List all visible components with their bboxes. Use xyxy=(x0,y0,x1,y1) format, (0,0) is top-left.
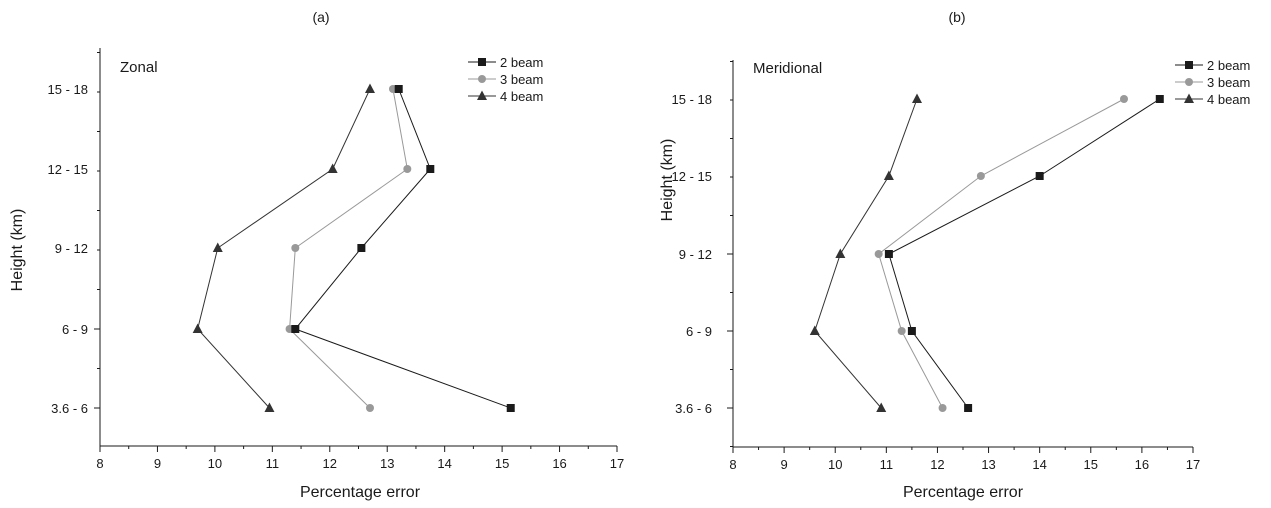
panel-a-legend-label-2-beam: 2 beam xyxy=(500,55,543,70)
panel-b-point-2-beam xyxy=(907,327,916,335)
panel-a-point-4-beam xyxy=(212,242,223,252)
panel-a-point-4-beam xyxy=(264,402,275,412)
panel-a-legend-label-4-beam: 4 beam xyxy=(500,89,543,104)
panel-a-y-axis-label: Height (km) xyxy=(9,209,26,292)
panel-a-point-3-beam xyxy=(291,244,300,252)
panel-a-point-2-beam xyxy=(394,85,403,93)
panel-b-x-tick-label: 8 xyxy=(729,457,736,472)
panel-b-legend-marker-2-beam xyxy=(1185,61,1193,69)
panel-a-point-3-beam xyxy=(403,165,412,173)
panel-b-y-tick-label: 15 - 18 xyxy=(672,92,712,107)
panel-a-x-tick-label: 14 xyxy=(437,456,451,471)
panel-a-y-tick-label: 12 - 15 xyxy=(48,162,88,177)
panel-a-x-tick-label: 11 xyxy=(266,456,280,471)
panel-b-y-tick-label: 12 - 15 xyxy=(672,169,712,184)
panel-b-legend-label-4-beam: 4 beam xyxy=(1207,92,1250,107)
panel-a-series-line-4-beam xyxy=(197,88,371,409)
panel-a-point-2-beam xyxy=(426,165,435,173)
panel-a-x-tick-label: 16 xyxy=(552,456,566,471)
panel-b-panel-label: (b) xyxy=(948,9,965,25)
panel-a-series-line-2-beam xyxy=(294,88,511,409)
panel-b-x-tick-label: 16 xyxy=(1135,457,1149,472)
panel-b-x-tick-label: 17 xyxy=(1186,457,1200,472)
panel-b-point-4-beam xyxy=(912,93,922,103)
panel-b-point-3-beam xyxy=(976,172,985,180)
panel-b-x-tick-label: 11 xyxy=(880,457,894,472)
panel-a-y-tick-label: 6 - 9 xyxy=(62,322,88,337)
panel-b-x-tick-label: 15 xyxy=(1084,457,1098,472)
panel-b-y-axis-label: Height (km) xyxy=(659,139,676,222)
panel-a-point-4-beam xyxy=(364,83,375,93)
panel-a-x-tick-label: 9 xyxy=(154,456,161,471)
panel-a-title: Zonal xyxy=(120,59,158,76)
panel-b-point-3-beam xyxy=(1120,95,1128,103)
panel-a-series-line-3-beam xyxy=(289,88,408,409)
panel-b-point-2-beam xyxy=(1035,172,1044,180)
panel-a-x-tick-label: 12 xyxy=(323,456,337,471)
panel-b-series-line-4-beam xyxy=(814,98,918,409)
panel-b-legend-label-2-beam: 2 beam xyxy=(1207,58,1250,73)
panel-b-y-tick-label: 6 - 9 xyxy=(686,324,712,339)
panel-a-panel-label: (a) xyxy=(312,9,329,25)
panel-a-point-4-beam xyxy=(192,323,203,333)
panel-a-x-tick-label: 15 xyxy=(495,456,509,471)
panel-a-x-tick-label: 8 xyxy=(96,456,103,471)
panel-b-legend-label-3-beam: 3 beam xyxy=(1207,75,1250,90)
panel-b-x-tick-label: 13 xyxy=(981,457,995,472)
panel-a-y-tick-label: 15 - 18 xyxy=(48,82,88,97)
panel-a-x-axis-label: Percentage error xyxy=(300,484,421,501)
panel-a-point-2-beam xyxy=(291,325,300,333)
panel-b-point-2-beam xyxy=(1155,95,1164,103)
panel-b-x-tick-label: 9 xyxy=(780,457,787,472)
panel-a-point-2-beam xyxy=(506,404,515,412)
panel-b-series-line-2-beam xyxy=(888,98,1161,409)
panel-b-x-tick-label: 10 xyxy=(828,457,842,472)
panel-b-y-tick-label: 3.6 - 6 xyxy=(675,401,712,416)
panel-b-point-4-beam xyxy=(835,248,846,258)
panel-b-point-3-beam xyxy=(874,250,883,258)
panel-b-y-tick-label: 9 - 12 xyxy=(679,247,712,262)
panel-a-legend-marker-2-beam xyxy=(478,58,486,66)
panel-a-point-4-beam xyxy=(327,163,338,173)
panel-b-point-3-beam xyxy=(897,327,906,335)
panel-a-point-2-beam xyxy=(357,244,366,252)
panel-a-legend-marker-4-beam xyxy=(477,90,487,100)
panel-b-point-2-beam xyxy=(964,404,973,412)
panel-b-point-2-beam xyxy=(884,250,893,258)
panel-b-x-tick-label: 14 xyxy=(1032,457,1046,472)
panel-a-x-tick-label: 13 xyxy=(380,456,394,471)
panel-a-x-tick-label: 10 xyxy=(208,456,222,471)
panel-b-point-4-beam xyxy=(876,402,887,412)
panel-b-legend-marker-4-beam xyxy=(1184,93,1194,103)
panel-b-title: Meridional xyxy=(753,60,822,77)
panel-b-point-4-beam xyxy=(809,325,820,335)
panel-a-y-tick-label: 9 - 12 xyxy=(55,241,88,256)
panel-b-point-4-beam xyxy=(883,170,894,180)
panel-a-x-tick-label: 17 xyxy=(610,456,624,471)
panel-b-legend-marker-3-beam xyxy=(1185,78,1193,86)
panel-b-x-axis-label: Percentage error xyxy=(903,484,1024,501)
panel-b-point-3-beam xyxy=(938,404,947,412)
panel-a-legend-label-3-beam: 3 beam xyxy=(500,72,543,87)
panel-a-legend-marker-3-beam xyxy=(478,75,486,83)
panel-b-x-tick-label: 12 xyxy=(930,457,944,472)
panel-a-point-3-beam xyxy=(365,404,374,412)
panel-a-y-tick-label: 3.6 - 6 xyxy=(51,401,88,416)
